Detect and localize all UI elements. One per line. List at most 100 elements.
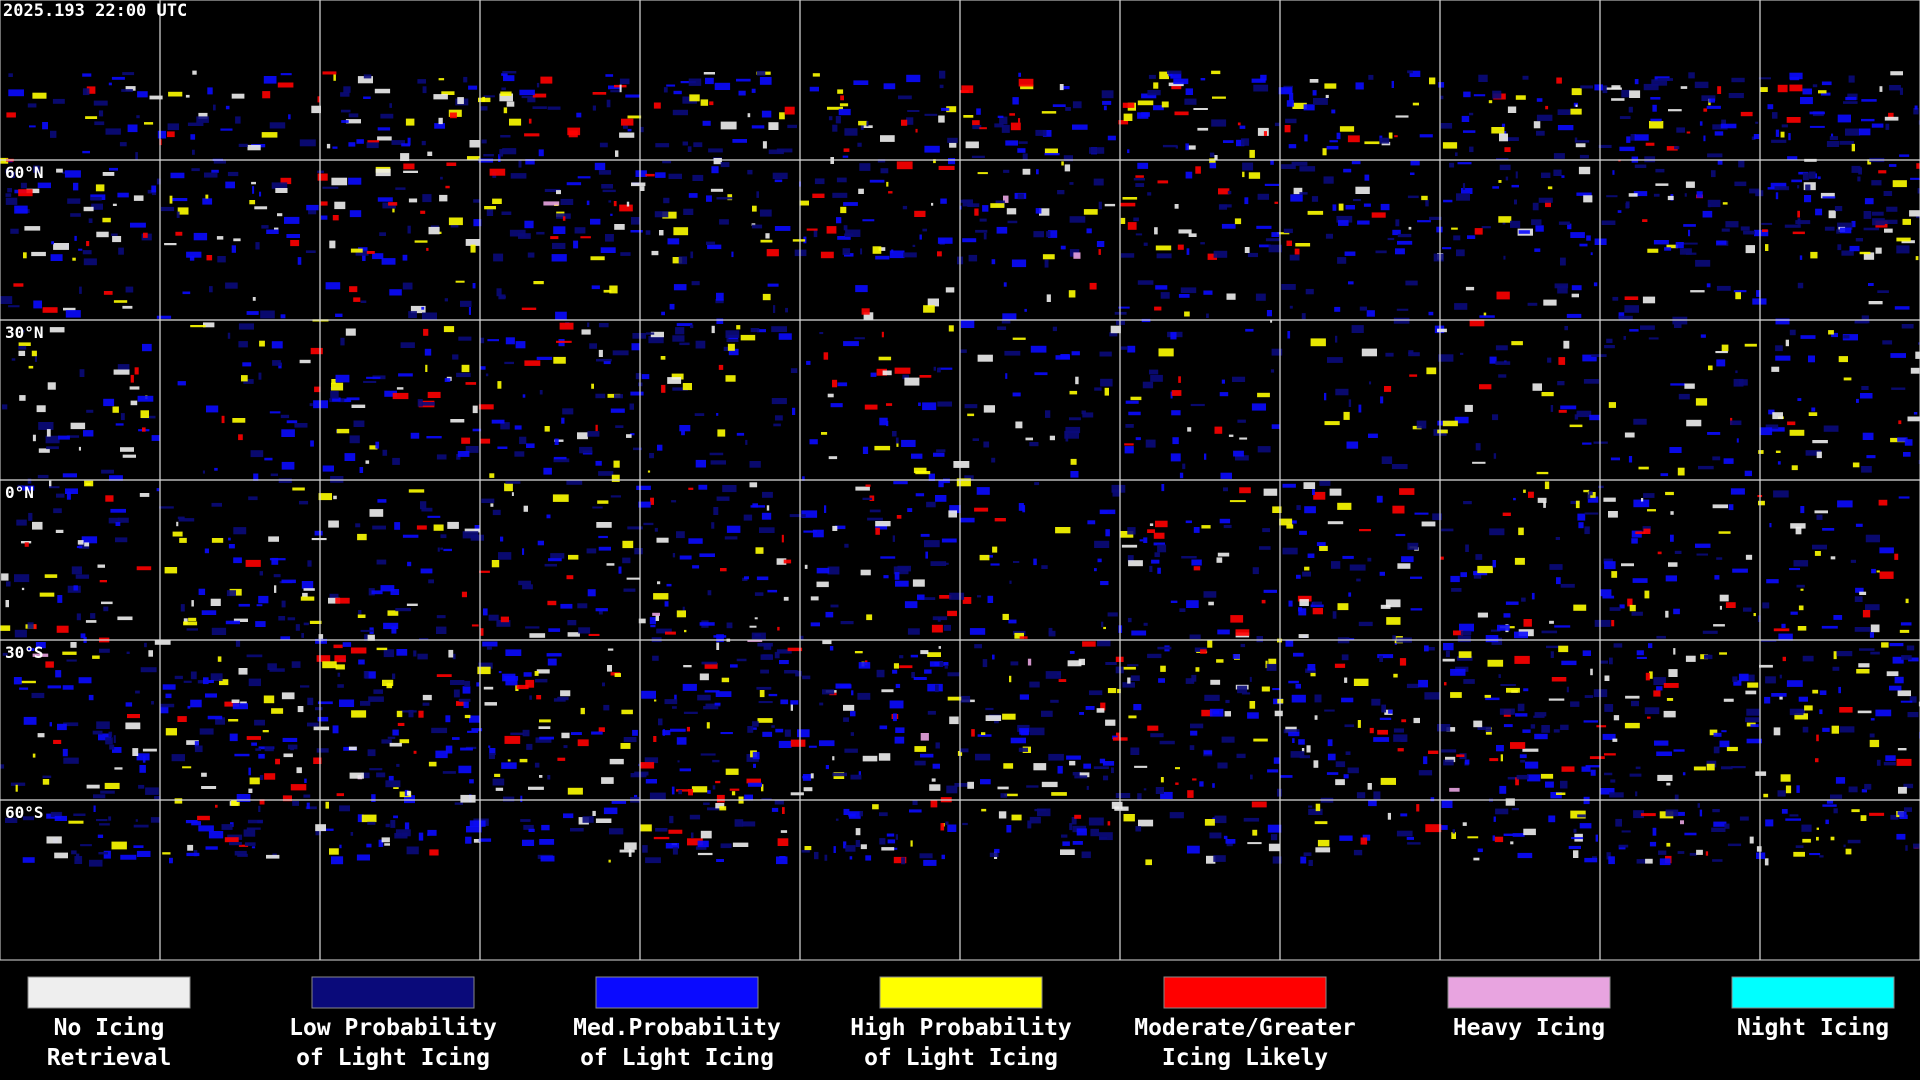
icing-pixel (1039, 208, 1050, 216)
icing-pixel (252, 297, 256, 301)
icing-pixel (707, 244, 722, 250)
icing-pixel (731, 251, 734, 258)
icing-pixel (1313, 491, 1326, 500)
icing-pixel (659, 230, 664, 236)
icing-pixel (1498, 674, 1501, 678)
icing-pixel (910, 654, 918, 658)
icing-pixel (777, 838, 789, 846)
icing-pixel (672, 335, 685, 342)
icing-pixel (613, 460, 620, 468)
icing-pixel (1764, 858, 1769, 866)
icing-pixel (750, 727, 757, 730)
icing-pixel (1822, 528, 1835, 531)
icing-pixel (630, 230, 643, 233)
icing-pixel (1111, 801, 1123, 809)
icing-pixel (1416, 420, 1427, 429)
icing-pixel (1214, 426, 1223, 434)
icing-pixel (1773, 628, 1790, 632)
icing-pixel (689, 814, 701, 820)
icing-pixel (514, 425, 522, 430)
icing-pixel (560, 198, 574, 205)
icing-pixel (964, 404, 978, 409)
icing-pixel (528, 786, 544, 790)
icing-pixel (154, 796, 161, 800)
icing-pixel (1120, 217, 1126, 224)
icing-pixel (1698, 465, 1714, 470)
icing-pixel (318, 493, 332, 501)
icing-pixel (1761, 222, 1773, 225)
icing-pixel (1207, 253, 1217, 260)
icing-pixel (1587, 494, 1591, 500)
icing-pixel (1279, 518, 1293, 526)
icing-pixel (339, 805, 350, 812)
icing-pixel (1798, 696, 1808, 702)
icing-pixel (947, 672, 960, 677)
icing-pixel (1282, 547, 1298, 555)
icing-pixel (1186, 248, 1190, 255)
icing-pixel (220, 128, 233, 131)
icing-pixel (1410, 576, 1423, 579)
icing-pixel (1812, 440, 1828, 444)
icing-pixel (912, 579, 925, 587)
icing-pixel (895, 834, 898, 840)
icing-pixel (498, 154, 501, 162)
icing-pixel (703, 802, 710, 805)
icing-pixel (1861, 118, 1875, 122)
icing-pixel (1653, 690, 1661, 697)
icing-pixel (571, 732, 582, 735)
icing-pixel (444, 378, 451, 382)
icing-pixel (1786, 117, 1801, 123)
icing-pixel (14, 629, 27, 638)
icing-pixel (726, 525, 741, 533)
icing-pixel (849, 856, 853, 860)
icing-pixel (1204, 694, 1220, 701)
icing-pixel (598, 546, 611, 551)
icing-pixel (1811, 407, 1816, 412)
icing-pixel (1499, 785, 1507, 794)
icing-pixel (1489, 356, 1497, 364)
icing-pixel (881, 847, 895, 851)
icing-pixel (1553, 169, 1562, 176)
icing-pixel (592, 92, 607, 95)
icing-pixel (1425, 824, 1442, 833)
icing-pixel (814, 851, 819, 860)
icing-pixel (1732, 568, 1748, 573)
icing-pixel (1854, 321, 1868, 324)
icing-pixel (736, 325, 741, 330)
icing-pixel (663, 197, 670, 204)
icing-pixel (883, 83, 896, 90)
icing-pixel (369, 768, 383, 771)
icing-pixel (1236, 139, 1245, 147)
icing-pixel (1511, 808, 1519, 811)
icing-pixel (595, 818, 612, 823)
icing-pixel (1169, 812, 1184, 819)
icing-pixel (560, 603, 573, 609)
icing-pixel (1534, 248, 1541, 252)
icing-pixel (1109, 332, 1118, 337)
icing-pixel (1074, 775, 1088, 779)
icing-pixel (304, 778, 307, 783)
icing-pixel (1514, 557, 1525, 565)
icing-pixel (183, 621, 198, 626)
icing-pixel (672, 387, 688, 391)
icing-pixel (1419, 134, 1433, 138)
icing-pixel (1469, 112, 1474, 116)
icing-pixel (676, 789, 690, 792)
icing-pixel (771, 398, 787, 405)
icing-pixel (1069, 417, 1081, 421)
icing-pixel (1022, 153, 1028, 161)
icing-pixel (1861, 315, 1869, 323)
icing-pixel (1408, 226, 1412, 230)
icing-pixel (589, 343, 597, 349)
icing-pixel (238, 434, 243, 441)
icing-pixel (1721, 766, 1733, 770)
icing-pixel (536, 231, 545, 235)
icing-pixel (1177, 244, 1184, 250)
icing-pixel (766, 249, 779, 257)
icing-pixel (1210, 679, 1221, 685)
icing-pixel (825, 765, 829, 770)
icing-pixel (1185, 143, 1189, 151)
icing-pixel (1861, 99, 1877, 102)
icing-pixel (5, 193, 12, 197)
